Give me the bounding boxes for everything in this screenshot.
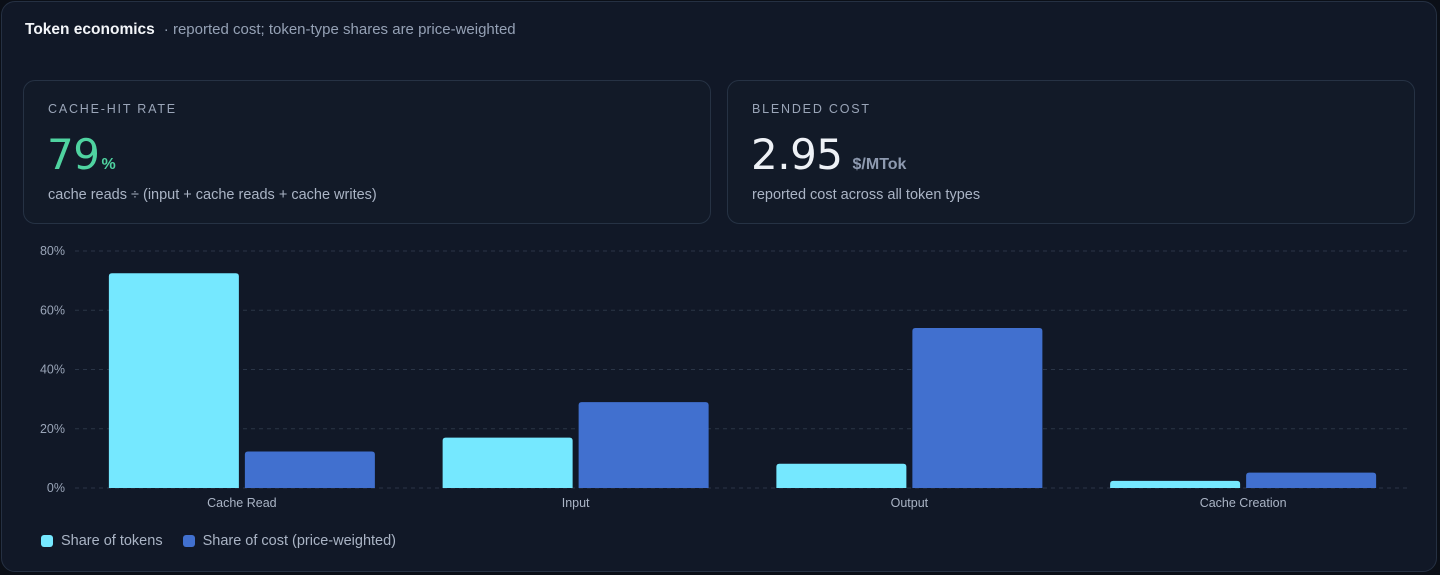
cache-hit-rate-unit: % — [101, 156, 116, 173]
bar-cache-creation-series-1 — [1246, 472, 1377, 488]
blended-cost-label: BLENDED COST — [752, 102, 871, 116]
cache-hit-rate-value: 79 — [47, 130, 100, 179]
y-tick-label-2: 40% — [40, 363, 65, 377]
blended-cost-value-row: 2.95 $/MTok — [751, 131, 906, 179]
y-tick-label-0: 0% — [47, 481, 65, 495]
x-tick-label-cache-creation: Cache Creation — [1200, 496, 1287, 510]
bar-cache-read-series-0 — [108, 273, 239, 488]
cache-hit-rate-description: cache reads ÷ (input + cache reads + cac… — [48, 187, 377, 203]
y-tick-label-1: 20% — [40, 422, 65, 436]
chart-legend: Share of tokens Share of cost (price-wei… — [41, 533, 416, 549]
token-share-bar-chart: 0% 20% 40% 60% 80% Cache Read Input Output Cache… — [40, 244, 1410, 510]
legend-item-tokens[interactable]: Share of tokens — [41, 533, 163, 549]
cache-hit-rate-label: CACHE-HIT RATE — [48, 102, 177, 116]
y-tick-label-3: 60% — [40, 303, 65, 317]
bar-input-series-0 — [442, 437, 573, 488]
bar-output-series-0 — [776, 463, 907, 488]
panel-header: Token economics · reported cost; token-t… — [25, 21, 516, 43]
legend-label-tokens: Share of tokens — [61, 533, 163, 549]
blended-cost-card: BLENDED COST 2.95 $/MTok reported cost a… — [727, 80, 1415, 224]
bar-output-series-1 — [912, 328, 1043, 488]
y-tick-label-4: 80% — [40, 244, 65, 258]
cache-hit-rate-card: CACHE-HIT RATE 79 % cache reads ÷ (input… — [23, 80, 711, 224]
blended-cost-value: 2.95 — [751, 130, 843, 179]
legend-item-cost[interactable]: Share of cost (price-weighted) — [182, 533, 396, 549]
legend-swatch-tokens — [41, 535, 53, 547]
cache-hit-rate-value-row: 79 % — [47, 131, 116, 179]
x-tick-label-cache-read: Cache Read — [207, 496, 277, 510]
bar-cache-read-series-1 — [244, 451, 375, 488]
blended-cost-unit: $/MTok — [852, 156, 907, 173]
x-tick-label-input: Input — [562, 496, 590, 510]
panel-subtitle: · reported cost; token-type shares are p… — [163, 21, 516, 38]
x-tick-label-output: Output — [891, 496, 929, 510]
legend-label-cost: Share of cost (price-weighted) — [202, 533, 396, 549]
bar-cache-creation-series-0 — [1110, 480, 1241, 488]
panel-title: Token economics — [25, 21, 155, 38]
blended-cost-description: reported cost across all token types — [752, 187, 981, 203]
bar-input-series-1 — [578, 402, 709, 488]
legend-swatch-cost — [182, 535, 195, 547]
